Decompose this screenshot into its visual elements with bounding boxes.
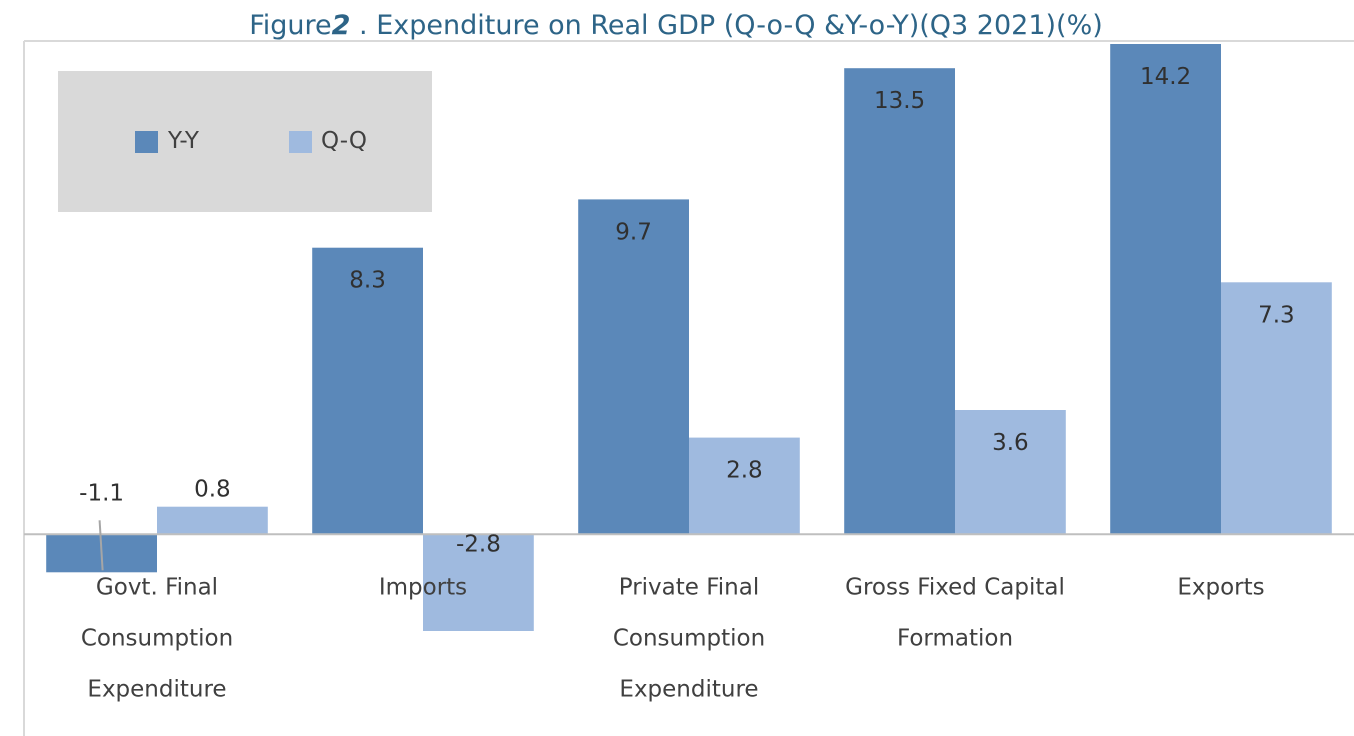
- chart-title-rest: . Expenditure on Real GDP (Q-o-Q &Y-o-Y)…: [350, 10, 1102, 41]
- bar-q-q-govt-final-consumption-expenditure: [157, 506, 268, 535]
- data-label-q-q-exports: 7.3: [1258, 302, 1295, 328]
- category-label-line: Consumption: [613, 625, 765, 651]
- data-label-q-q-private-final-consumption-expenditure: 2.8: [726, 458, 763, 484]
- category-label-imports: Imports: [379, 574, 467, 600]
- bar-y-y-imports: [312, 247, 423, 535]
- bar-y-y-gross-fixed-capital-formation: [844, 68, 955, 535]
- data-label-leader-y-y-govt-final-consumption-expenditure: [98, 520, 104, 571]
- legend-label-y-y: Y-Y: [167, 128, 200, 154]
- category-label-line: Exports: [1177, 574, 1264, 600]
- data-label-q-q-govt-final-consumption-expenditure: 0.8: [194, 477, 231, 503]
- category-label-gross-fixed-capital-formation: Gross Fixed Capital Formation: [845, 574, 1065, 651]
- category-label-line: Private Final: [619, 574, 760, 600]
- legend: Y-Y Q-Q: [58, 71, 432, 212]
- bars: [46, 44, 1332, 631]
- legend-swatch-q-q: [289, 131, 312, 153]
- category-label-line: Consumption: [81, 625, 233, 651]
- bar-y-y-private-final-consumption-expenditure: [578, 199, 689, 535]
- category-label-line: Expenditure: [87, 676, 226, 702]
- bar-q-q-private-final-consumption-expenditure: [689, 437, 800, 535]
- data-label-y-y-gross-fixed-capital-formation: 13.5: [874, 88, 925, 114]
- bar-q-q-gross-fixed-capital-formation: [955, 410, 1066, 535]
- bar-q-q-exports: [1221, 282, 1332, 535]
- category-label-line: Gross Fixed Capital: [845, 574, 1065, 600]
- category-label-govt-final-consumption-expenditure: Govt. Final Consumption Expenditure: [81, 574, 233, 702]
- category-label-line: Expenditure: [619, 676, 758, 702]
- data-label-y-y-imports: 8.3: [349, 268, 386, 294]
- bar-q-q-imports: [423, 534, 534, 631]
- category-label-line: Govt. Final: [96, 574, 218, 600]
- legend-background: [58, 71, 432, 212]
- category-label-exports: Exports: [1177, 574, 1264, 600]
- data-label-y-y-private-final-consumption-expenditure: 9.7: [615, 219, 652, 245]
- category-label-line: Formation: [897, 625, 1013, 651]
- data-label-q-q-gross-fixed-capital-formation: 3.6: [992, 430, 1029, 456]
- category-label-private-final-consumption-expenditure: Private Final Consumption Expenditure: [613, 574, 765, 702]
- chart-title-prefix: Figure: [249, 10, 331, 41]
- data-labels: -1.1 0.8 8.3 -2.8 9.7 2.8 13.5 3.6 14.2 7.3: [79, 64, 1295, 571]
- legend-swatch-y-y: [135, 131, 158, 153]
- category-labels: Govt. Final Consumption Expenditure Imports…: [81, 574, 1265, 702]
- data-label-q-q-imports: -2.8: [456, 531, 501, 557]
- data-label-y-y-govt-final-consumption-expenditure: -1.1: [79, 480, 124, 506]
- category-label-line: Imports: [379, 574, 467, 600]
- chart-title: Figure2 . Expenditure on Real GDP (Q-o-Q…: [249, 10, 1103, 41]
- bar-y-y-exports: [1110, 44, 1221, 535]
- chart-title-number: 2: [332, 10, 351, 41]
- legend-label-q-q: Q-Q: [321, 128, 367, 154]
- data-label-y-y-exports: 14.2: [1140, 64, 1191, 90]
